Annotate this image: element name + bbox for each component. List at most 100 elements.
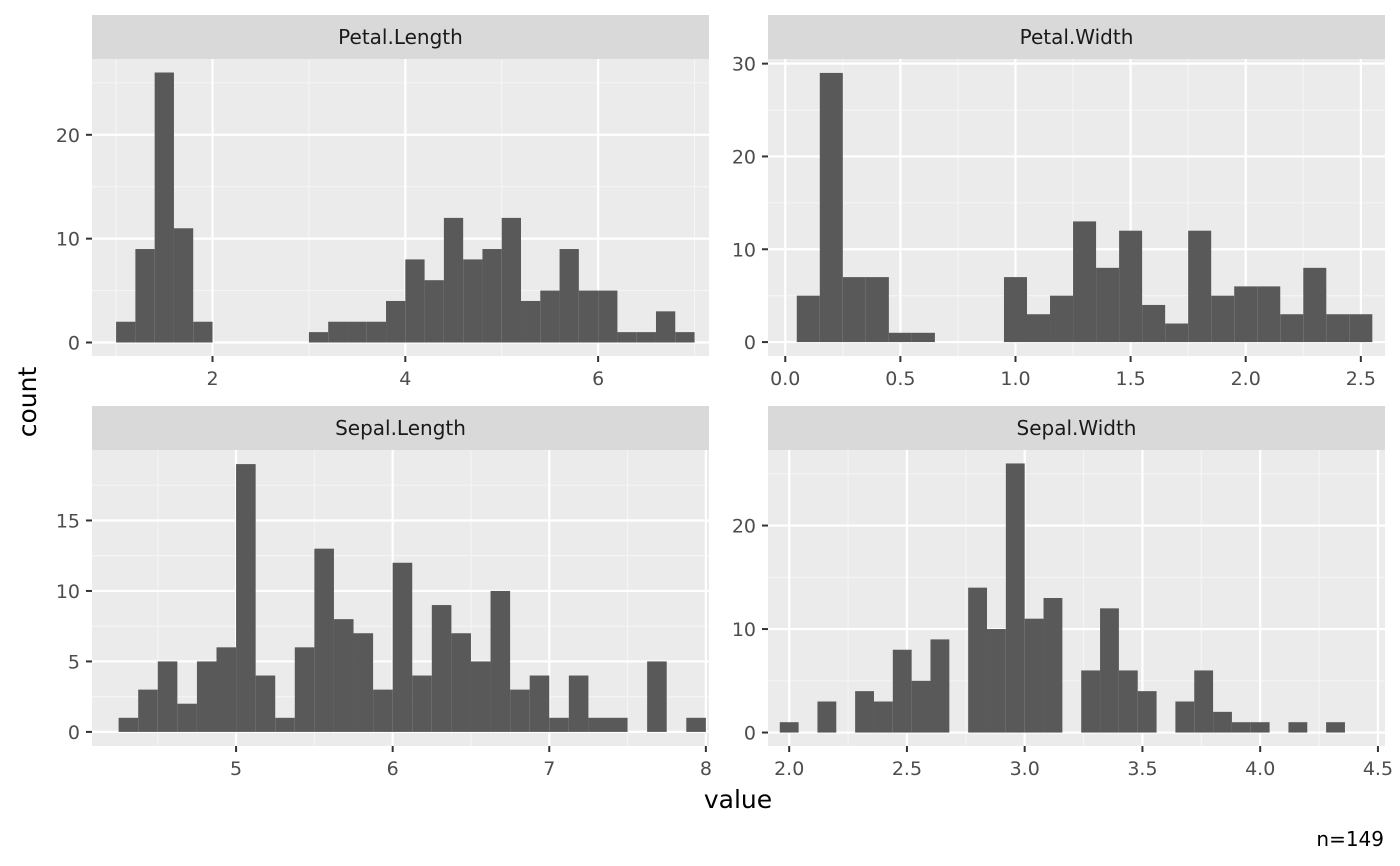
histogram-bar xyxy=(405,259,425,343)
facet-strip xyxy=(92,15,709,59)
histogram-bar xyxy=(1234,286,1258,343)
histogram-bar xyxy=(779,722,799,733)
histogram-bar xyxy=(855,691,874,733)
histogram-bar xyxy=(1005,463,1025,733)
histogram-bar xyxy=(294,647,315,732)
histogram-bar xyxy=(911,332,935,343)
histogram-bar xyxy=(911,680,931,733)
histogram-bar xyxy=(196,661,217,732)
histogram-bar xyxy=(328,321,348,343)
histogram-bar xyxy=(1175,701,1195,733)
histogram-bar xyxy=(501,217,522,343)
histogram-bar xyxy=(193,321,213,343)
y-tick-label: 10 xyxy=(56,229,80,251)
facet-strip-label: Petal.Length xyxy=(338,25,463,49)
facet-strip xyxy=(768,15,1385,59)
x-tick-label: 1.0 xyxy=(1000,368,1030,390)
histogram-bar xyxy=(865,277,889,343)
histogram-bar xyxy=(987,629,1006,733)
histogram-bar xyxy=(255,675,276,732)
histogram-bar xyxy=(636,332,656,343)
histogram-bar xyxy=(529,675,550,732)
histogram-bar xyxy=(412,675,432,732)
histogram-bar xyxy=(118,717,139,732)
histogram-bar xyxy=(598,290,618,343)
histogram-bar xyxy=(116,321,136,343)
histogram-bar xyxy=(1118,670,1138,733)
histogram-bar xyxy=(686,717,706,732)
y-tick-label: 20 xyxy=(56,125,80,147)
histogram-bar xyxy=(177,703,197,732)
histogram-bar xyxy=(968,587,988,733)
histogram-bar xyxy=(1211,295,1235,343)
y-tick-label: 30 xyxy=(732,54,756,76)
histogram-bar xyxy=(892,649,912,733)
histogram-bar xyxy=(353,633,374,732)
histogram-bar xyxy=(1231,722,1251,733)
histogram-bar xyxy=(216,647,237,732)
histogram-bar xyxy=(647,661,667,732)
x-tick-label: 0.0 xyxy=(770,368,800,390)
y-tick-label: 10 xyxy=(732,239,756,261)
histogram-bar xyxy=(333,619,354,732)
x-tick-label: 1.5 xyxy=(1115,368,1145,390)
histogram-bar xyxy=(490,590,511,732)
x-tick-label: 2.0 xyxy=(1231,368,1261,390)
histogram-bar xyxy=(173,228,194,343)
x-tick-label: 5 xyxy=(230,758,242,780)
histogram-bar xyxy=(930,639,950,733)
y-tick-label: 0 xyxy=(68,333,80,355)
histogram-bar xyxy=(521,300,541,343)
histogram-bar xyxy=(138,689,158,732)
x-tick-label: 3.0 xyxy=(1010,758,1040,780)
x-tick-label: 2.0 xyxy=(774,758,804,780)
histogram-bar xyxy=(1165,323,1189,343)
histogram-bar xyxy=(1050,295,1074,343)
histogram-bar xyxy=(842,277,866,343)
x-tick-label: 8 xyxy=(700,758,712,780)
histogram-bar xyxy=(549,717,569,732)
histogram-bar xyxy=(308,332,329,343)
x-tick-label: 4.5 xyxy=(1363,758,1393,780)
histogram-bar xyxy=(510,689,530,732)
histogram-bar xyxy=(819,72,843,343)
x-tick-label: 2.5 xyxy=(892,758,922,780)
histogram-bar xyxy=(1288,722,1308,733)
histogram-bar xyxy=(1326,722,1345,733)
histogram-bar xyxy=(1326,314,1350,343)
histogram-bar xyxy=(1137,691,1157,733)
histogram-bar xyxy=(347,321,367,343)
histogram-bar xyxy=(1073,221,1097,343)
histogram-bar xyxy=(817,701,837,733)
histogram-bar xyxy=(1194,670,1214,733)
histogram-bar xyxy=(617,332,637,343)
histogram-bar xyxy=(482,249,502,343)
y-tick-label: 10 xyxy=(56,581,80,603)
y-axis-title: count xyxy=(13,367,42,438)
histogram-bar xyxy=(154,72,174,343)
histogram-bar xyxy=(275,717,295,732)
histogram-bar xyxy=(1250,722,1270,733)
histogram-bar xyxy=(559,249,579,343)
y-tick-label: 0 xyxy=(744,723,756,745)
histogram-bar xyxy=(607,717,628,732)
histogram-bar xyxy=(888,332,912,343)
x-tick-label: 6 xyxy=(592,368,604,390)
x-axis-title: value xyxy=(704,785,772,814)
x-tick-label: 7 xyxy=(543,758,555,780)
histogram-bar xyxy=(135,249,155,343)
histogram-bar xyxy=(1213,711,1232,733)
histogram-bar xyxy=(655,311,676,343)
histogram-bar xyxy=(1024,618,1044,733)
x-tick-label: 4.0 xyxy=(1245,758,1275,780)
histogram-bar xyxy=(314,548,334,732)
histogram-bar xyxy=(873,701,893,733)
facet-panels: Petal.Length 2 4 6 0 10 20 Petal.Width 0.0 0.5 1.0… xyxy=(56,15,1393,780)
histogram-bar xyxy=(1043,598,1063,733)
histogram-bar xyxy=(540,290,560,343)
facet-panel-1: Petal.Length 2 4 6 0 10 20 xyxy=(56,15,709,390)
x-tick-label: 0.5 xyxy=(885,368,915,390)
histogram-bar xyxy=(588,717,608,732)
y-tick-label: 10 xyxy=(732,619,756,641)
